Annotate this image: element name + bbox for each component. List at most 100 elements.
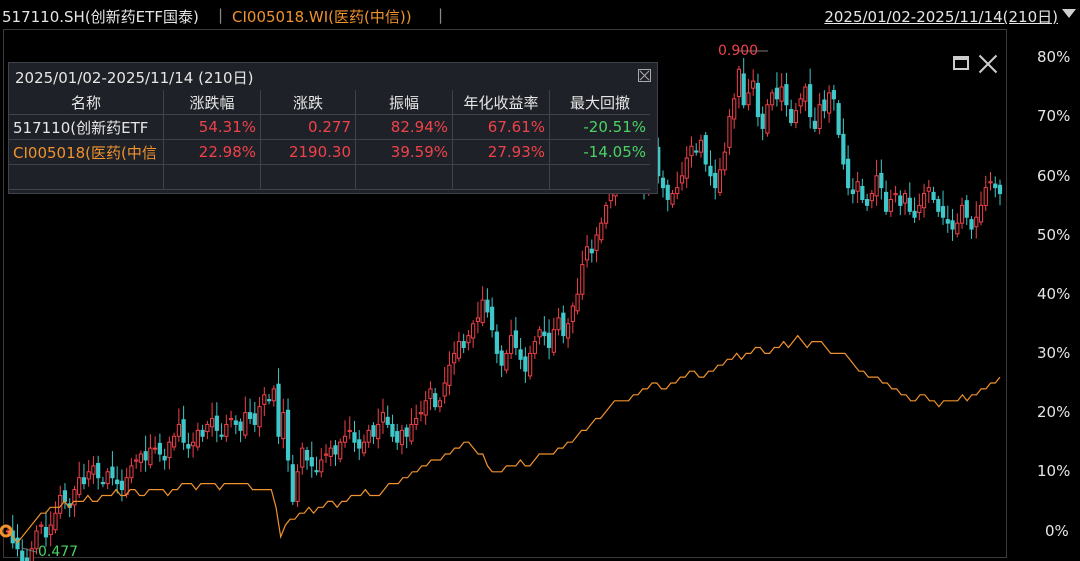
col-header[interactable]: 最大回撤 (549, 90, 650, 115)
panel-close-icon[interactable] (638, 69, 651, 82)
row-name: 517110(创新药ETF (9, 114, 164, 140)
candle-body (395, 431, 400, 443)
candle-body (874, 175, 879, 197)
candle-body (551, 329, 556, 353)
candle-body (157, 442, 162, 455)
candle-body (243, 412, 248, 436)
table-row[interactable]: 517110(创新药ETF 54.31% 0.277 82.94% 67.61%… (9, 114, 650, 140)
interval-stats-panel[interactable]: 2025/01/02-2025/11/14 (210日) 名称 涨跌幅 涨跌 振… (8, 62, 658, 194)
col-header[interactable]: 涨跌 (260, 90, 356, 115)
candle-body (964, 200, 969, 218)
candle-body (475, 317, 480, 322)
table-row[interactable]: CI005018(医药(中信 22.98% 2190.30 39.59% 27.… (9, 139, 650, 165)
candle-body (808, 84, 813, 118)
candle-body (490, 306, 495, 331)
row-max-drawdown: -20.51% (549, 114, 650, 140)
candle-body (134, 459, 139, 462)
candle-body (665, 184, 670, 200)
row-max-drawdown: -14.05% (549, 139, 650, 165)
row-annual-return: 67.61% (452, 114, 550, 140)
candle-body (162, 455, 167, 461)
etf-symbol-label[interactable]: 517110.SH(创新药ETF国泰) (2, 8, 199, 26)
chevron-down-icon[interactable] (1062, 9, 1076, 18)
candle-body (803, 86, 808, 102)
candle-body (86, 471, 91, 480)
candle-body (115, 479, 120, 485)
y-tick-label: 70% (1037, 107, 1071, 125)
candle-body (898, 195, 903, 206)
candle-body (414, 418, 419, 425)
candle-body (542, 331, 547, 337)
candle-body (238, 421, 243, 431)
candle-body (39, 524, 44, 527)
candle-body (433, 393, 438, 408)
col-header[interactable]: 振幅 (355, 90, 453, 115)
empty-cell (163, 164, 261, 190)
candle-body (584, 246, 590, 261)
candle-body (119, 480, 125, 491)
candle-body (428, 388, 433, 399)
candle-body (285, 409, 291, 461)
maximize-icon[interactable] (953, 56, 969, 70)
candle-body (846, 158, 851, 189)
candle-body (399, 429, 405, 446)
candle-body (694, 150, 699, 153)
candle-body (366, 429, 371, 443)
candle-body (100, 481, 106, 485)
col-header[interactable]: 年化收益率 (452, 90, 550, 115)
close-icon[interactable] (977, 52, 999, 74)
max-price-label: 0.900 (718, 43, 759, 59)
candle-body (713, 172, 718, 189)
date-range-selector[interactable]: 2025/01/02-2025/11/14(210日) (824, 8, 1058, 26)
candle-body (423, 400, 428, 416)
empty-cell (260, 164, 356, 190)
plot-area[interactable] (3, 29, 1007, 558)
row-chg: 2190.30 (260, 139, 356, 165)
candle-body (817, 104, 822, 129)
candle-body (442, 382, 447, 397)
candle-body (404, 427, 409, 437)
candle-body (997, 184, 1003, 195)
candle-body (760, 113, 765, 129)
candle-body (926, 187, 931, 192)
candle-body (195, 429, 200, 448)
candle-body (969, 219, 974, 230)
candle-body (480, 299, 485, 324)
candle-body (779, 86, 784, 102)
candle-body (247, 412, 253, 420)
candle-body (509, 335, 514, 354)
candle-body (371, 425, 376, 437)
candle-body (224, 423, 229, 437)
empty-cell (549, 164, 650, 190)
index-symbol-label[interactable]: CI005018.WI(医药(中信)) (232, 8, 412, 26)
candle-body (575, 293, 580, 312)
row-name: CI005018(医药(中信 (9, 139, 164, 165)
col-header[interactable]: 涨跌幅 (163, 90, 261, 115)
header-separator-2: | (438, 6, 444, 24)
col-header[interactable]: 名称 (9, 90, 164, 115)
candle-body (191, 441, 196, 447)
candle-body (53, 512, 58, 531)
y-tick-label: 40% (1037, 285, 1071, 303)
candle-body (347, 429, 352, 433)
min-price-label: 0.477 (38, 544, 79, 560)
candle-body (233, 420, 238, 425)
row-amplitude: 82.94% (355, 114, 453, 140)
start-marker-icon (0, 524, 13, 538)
candle-body (727, 116, 732, 148)
candle-body (309, 457, 314, 467)
candle-body (24, 557, 30, 561)
y-tick-label: 10% (1037, 462, 1071, 480)
candle-body (836, 103, 841, 135)
candle-body (266, 399, 272, 402)
candle-body (869, 193, 874, 202)
candle-body (461, 341, 466, 348)
candle-body (523, 356, 528, 372)
y-tick-label: 50% (1037, 226, 1071, 244)
candle-body (822, 99, 827, 112)
index-line (7, 334, 1001, 544)
candle-body (418, 412, 424, 415)
candle-body (333, 445, 338, 455)
candle-body (466, 335, 471, 344)
